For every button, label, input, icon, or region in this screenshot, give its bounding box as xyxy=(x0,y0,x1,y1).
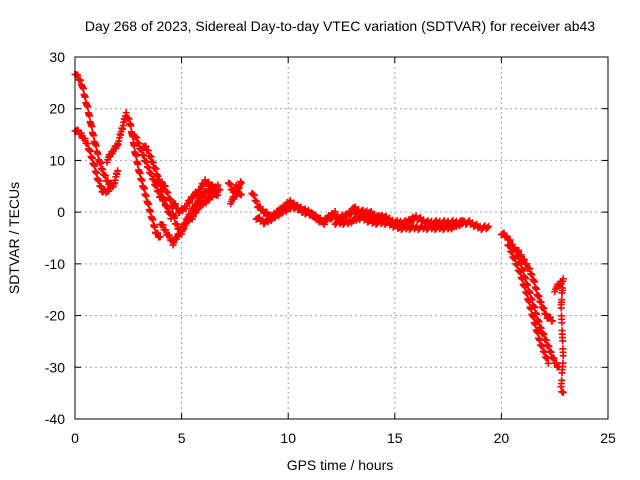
marker-group xyxy=(512,246,557,325)
series-track-n xyxy=(331,212,467,234)
series-track-o xyxy=(348,203,390,223)
data-points xyxy=(71,70,567,397)
grid-lines xyxy=(75,57,608,419)
marker-group xyxy=(103,109,164,241)
series-track-r xyxy=(512,246,557,325)
series-track-c xyxy=(103,109,164,241)
series-track-q xyxy=(504,241,552,367)
x-tick-label: 10 xyxy=(280,430,296,446)
y-tick-label: -20 xyxy=(45,308,65,324)
x-tick-label: 25 xyxy=(600,430,616,446)
series-track-l xyxy=(252,201,328,228)
marker-group xyxy=(551,275,567,397)
marker-group xyxy=(169,176,222,217)
chart-title: Day 268 of 2023, Sidereal Day-to-day VTE… xyxy=(85,18,595,34)
x-axis-label: GPS time / hours xyxy=(287,457,394,473)
y-tick-label: -30 xyxy=(45,359,65,375)
marker-group xyxy=(252,201,328,228)
marker-group xyxy=(504,241,552,367)
x-tick-label: 15 xyxy=(387,430,403,446)
x-tick-label: 5 xyxy=(178,430,186,446)
y-tick-label: 0 xyxy=(57,204,65,220)
marker-group xyxy=(227,178,245,208)
y-tick-label: 20 xyxy=(49,101,65,117)
y-axis-label: SDTVAR / TECUs xyxy=(6,182,22,294)
x-tick-label: 20 xyxy=(494,430,510,446)
y-tick-label: 10 xyxy=(49,152,65,168)
series-track-s xyxy=(551,275,567,397)
y-tick-label: -10 xyxy=(45,256,65,272)
plot-frame xyxy=(74,56,609,420)
series-track-h xyxy=(169,176,222,217)
marker-group xyxy=(348,203,390,223)
x-tick-label: 0 xyxy=(71,430,79,446)
series-track-j xyxy=(227,178,245,208)
y-tick-label: -40 xyxy=(45,411,65,427)
marker-group xyxy=(156,181,222,249)
marker-group xyxy=(331,212,467,234)
y-tick-label: 30 xyxy=(49,49,65,65)
series-track-g xyxy=(156,181,222,249)
axis-ticks: 0 5 10 15 20 25 -40 -30 -20 -10 0 10 20 30 xyxy=(45,49,616,446)
